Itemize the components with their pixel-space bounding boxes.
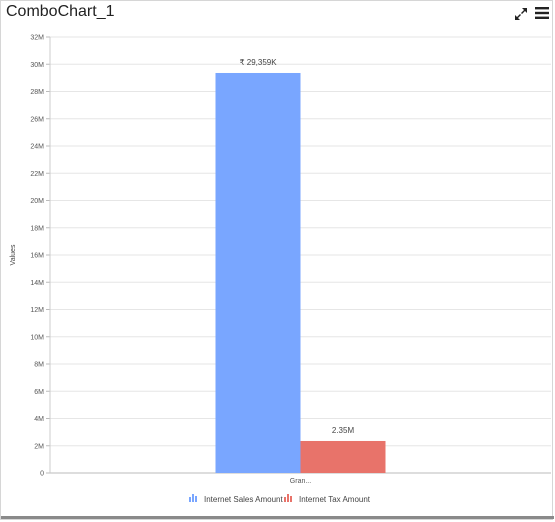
y-tick-label: 10M xyxy=(30,334,44,341)
y-tick-label: 14M xyxy=(30,280,44,287)
y-tick-label: 26M xyxy=(30,116,44,123)
y-tick-label: 8M xyxy=(34,362,44,369)
y-tick-label: 12M xyxy=(30,307,44,314)
legend-bar-icon xyxy=(189,494,197,502)
y-tick-label: 20M xyxy=(30,198,44,205)
y-tick-label: 24M xyxy=(30,144,44,151)
y-tick-label: 18M xyxy=(30,225,44,232)
y-tick-label: 4M xyxy=(34,416,44,423)
y-tick-label: 30M xyxy=(30,62,44,69)
expand-icon[interactable] xyxy=(514,7,528,21)
y-tick-label: 6M xyxy=(34,389,44,396)
y-tick-label: 16M xyxy=(30,253,44,260)
legend-item-1: Internet Tax Amount xyxy=(284,494,371,504)
legend-bar-icon xyxy=(284,494,292,502)
y-tick-label: 2M xyxy=(34,443,44,450)
data-label-0: ₹ 29,359K xyxy=(239,58,277,67)
y-tick-label: 0 xyxy=(40,471,44,478)
y-tick-label: 22M xyxy=(30,171,44,178)
y-tick-label: 28M xyxy=(30,89,44,96)
y-axis-title: Values xyxy=(10,244,17,265)
y-tick-label: 32M xyxy=(30,35,44,42)
widget-bottom-border xyxy=(1,516,554,519)
legend-label-0: Internet Sales Amount xyxy=(204,495,283,504)
widget-title: ComboChart_1 xyxy=(6,3,115,20)
legend-item-0: Internet Sales Amount xyxy=(189,494,283,504)
data-label-1: 2.35M xyxy=(332,426,355,435)
x-tick-label: Gran... xyxy=(290,478,311,485)
legend-label-1: Internet Tax Amount xyxy=(299,495,371,504)
bar-0 xyxy=(215,72,301,473)
bar-1 xyxy=(300,440,386,473)
hamburger-menu-icon[interactable] xyxy=(535,6,549,20)
